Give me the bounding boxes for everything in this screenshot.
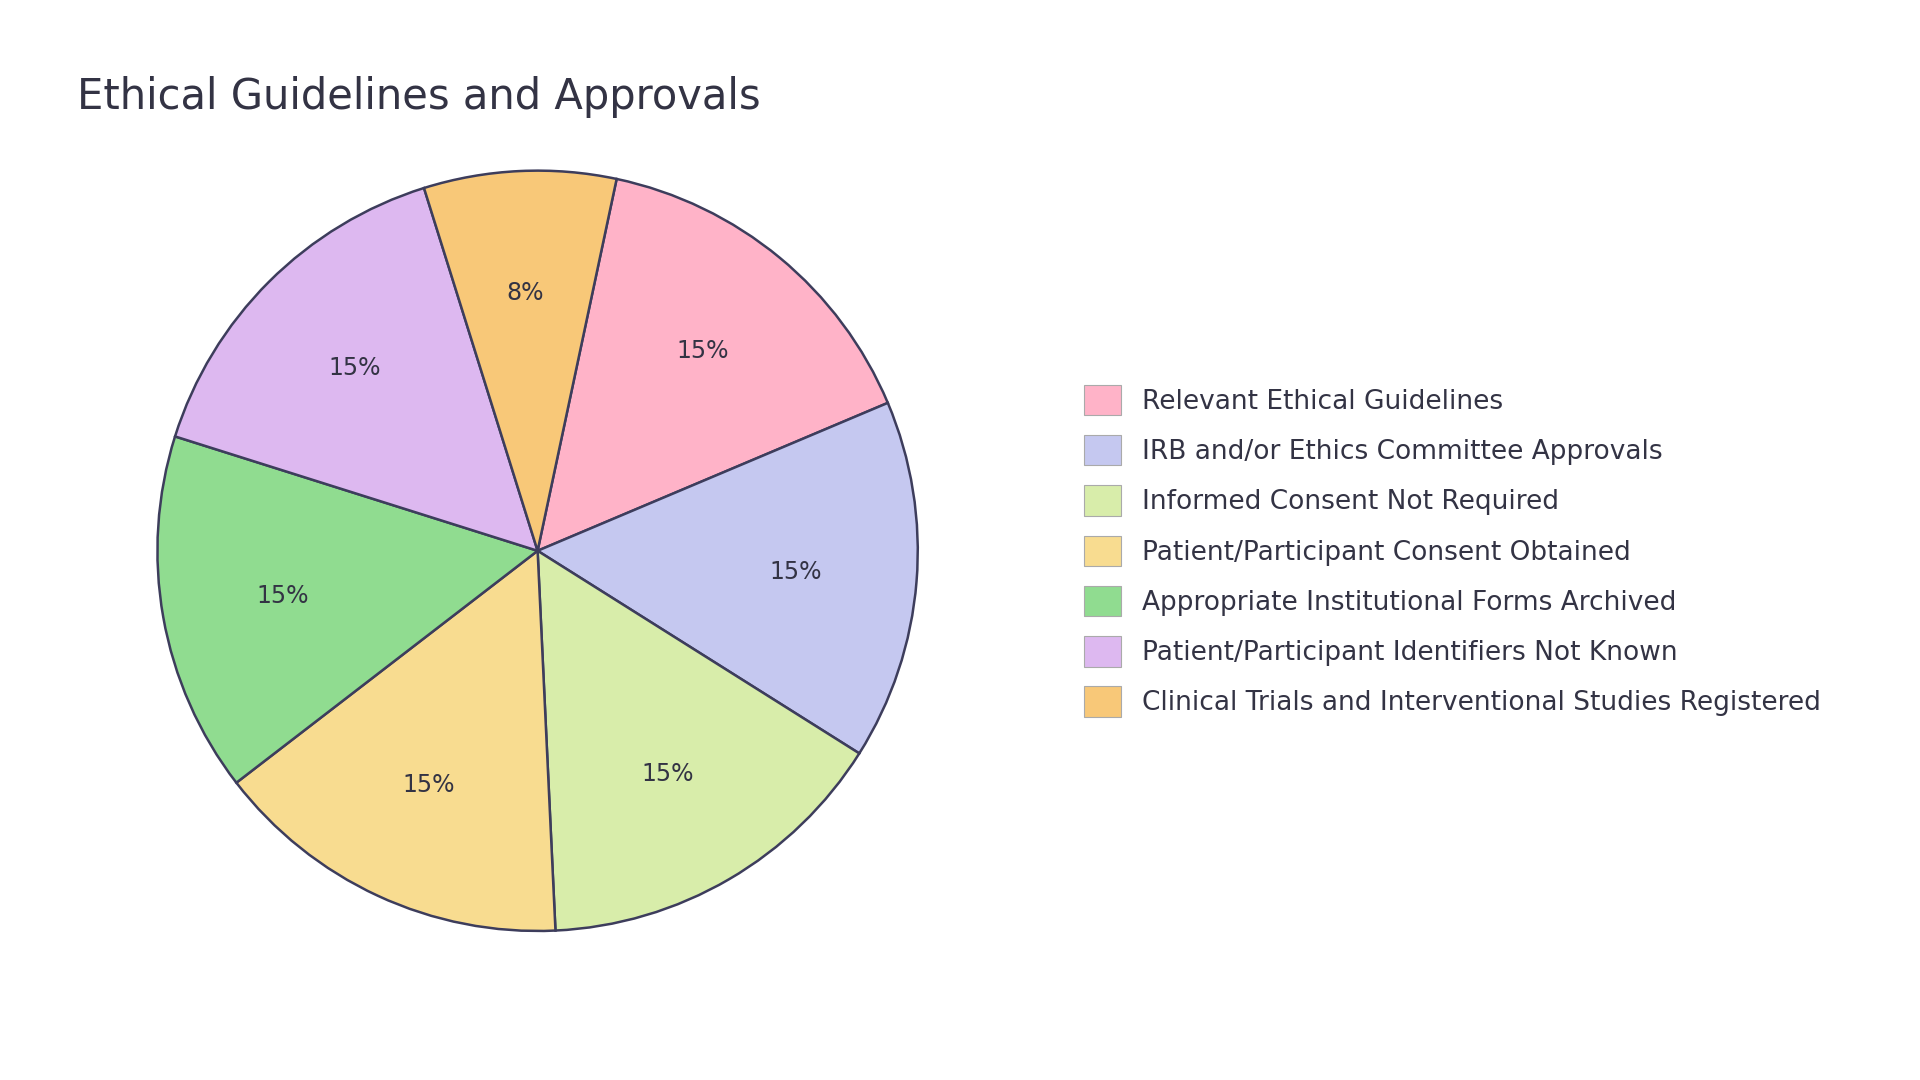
Text: 15%: 15%: [676, 339, 728, 364]
Wedge shape: [236, 551, 555, 931]
Text: 8%: 8%: [507, 281, 543, 305]
Wedge shape: [424, 171, 616, 551]
Text: Ethical Guidelines and Approvals: Ethical Guidelines and Approvals: [77, 76, 760, 118]
Text: 15%: 15%: [770, 559, 822, 584]
Wedge shape: [538, 403, 918, 754]
Wedge shape: [175, 188, 538, 551]
Wedge shape: [157, 436, 538, 783]
Wedge shape: [538, 551, 860, 931]
Text: 15%: 15%: [403, 773, 455, 797]
Wedge shape: [538, 179, 887, 551]
Text: 15%: 15%: [641, 762, 693, 786]
Text: 15%: 15%: [328, 355, 382, 380]
Legend: Relevant Ethical Guidelines, IRB and/or Ethics Committee Approvals, Informed Con: Relevant Ethical Guidelines, IRB and/or …: [1073, 374, 1832, 728]
Text: 15%: 15%: [257, 584, 309, 608]
